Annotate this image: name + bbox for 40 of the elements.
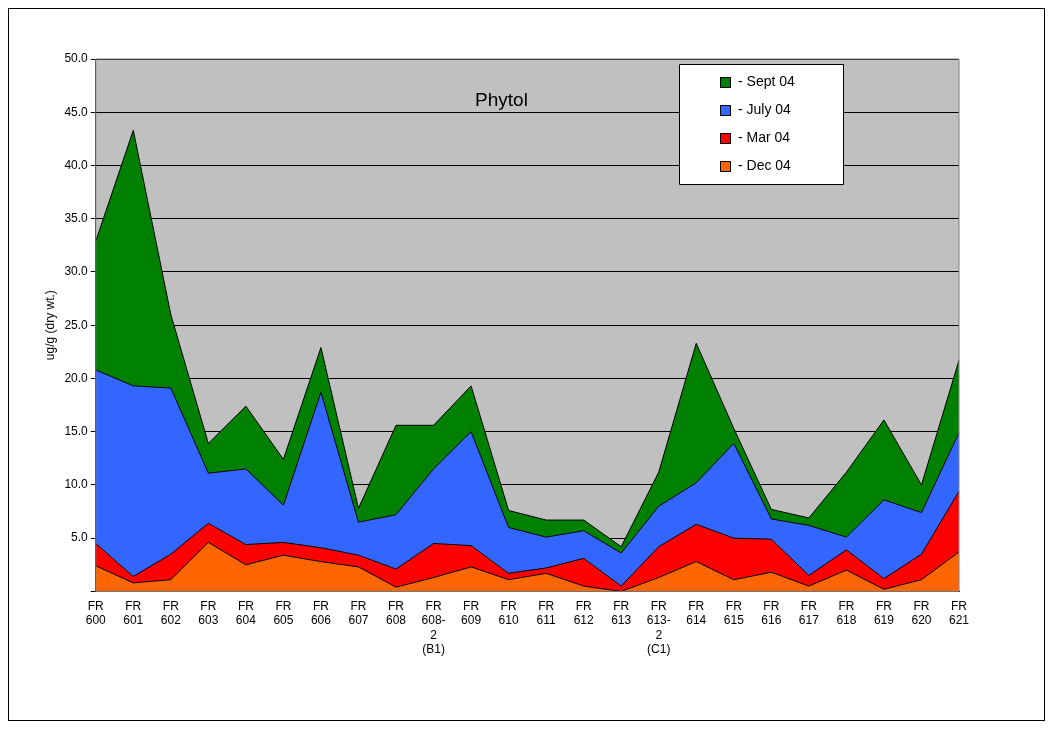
y-tick-label: 45.0	[64, 104, 89, 119]
x-tick-label: FR 607	[348, 598, 369, 628]
x-tick-label: FR 614	[686, 598, 707, 628]
y-tick-label: 50.0	[64, 51, 89, 66]
x-tick-label: FR 613- 2 (C1)	[646, 598, 671, 657]
y-tick-label: 30.0	[64, 264, 89, 279]
x-tick-label: FR 600	[85, 598, 107, 628]
y-tick-label: 5.0	[71, 530, 89, 545]
x-tick-label: FR 601	[123, 598, 144, 628]
x-tick-label: FR 604	[235, 598, 257, 628]
y-tick-label: 10.0	[64, 477, 89, 492]
x-tick-label: FR 621	[948, 598, 970, 628]
x-tick-label: FR 602	[160, 598, 182, 628]
x-tick-label: FR 615	[723, 598, 745, 628]
legend-label: - Dec 04	[738, 156, 792, 173]
x-tick-label: FR 611	[536, 598, 557, 628]
x-tick-label: FR 608- 2 (B1)	[421, 598, 446, 657]
x-tick-label: FR 606	[310, 598, 332, 628]
y-tick-label: 40.0	[64, 157, 89, 172]
legend-label: - Sept 04	[738, 72, 796, 89]
x-tick-label: FR 609	[461, 598, 482, 628]
legend-label: - July 04	[738, 100, 792, 117]
y-axis-title: ug/g (dry wt.)	[42, 290, 57, 361]
x-tick-label: FR 613	[611, 598, 632, 628]
x-tick-label: FR 608	[386, 598, 407, 628]
x-tick-label: FR 610	[498, 598, 519, 628]
x-tick-label: FR 619	[873, 598, 895, 628]
y-tick-label: 35.0	[64, 211, 89, 226]
x-tick-label: FR 617	[798, 598, 820, 628]
legend-label: - Mar 04	[738, 128, 791, 145]
x-tick-label: FR 620	[911, 598, 932, 628]
y-tick-label: 20.0	[64, 370, 89, 385]
y-tick-label: 25.0	[64, 317, 89, 332]
x-tick-label: FR 603	[198, 598, 219, 628]
x-tick-label: FR 612	[573, 598, 595, 628]
text: Phytol	[475, 89, 528, 111]
x-tick-label: FR 618	[836, 598, 857, 628]
x-tick-label: FR 605	[273, 598, 294, 628]
y-tick-label: 15.0	[64, 423, 89, 438]
x-tick-label: FR 616	[761, 598, 782, 628]
